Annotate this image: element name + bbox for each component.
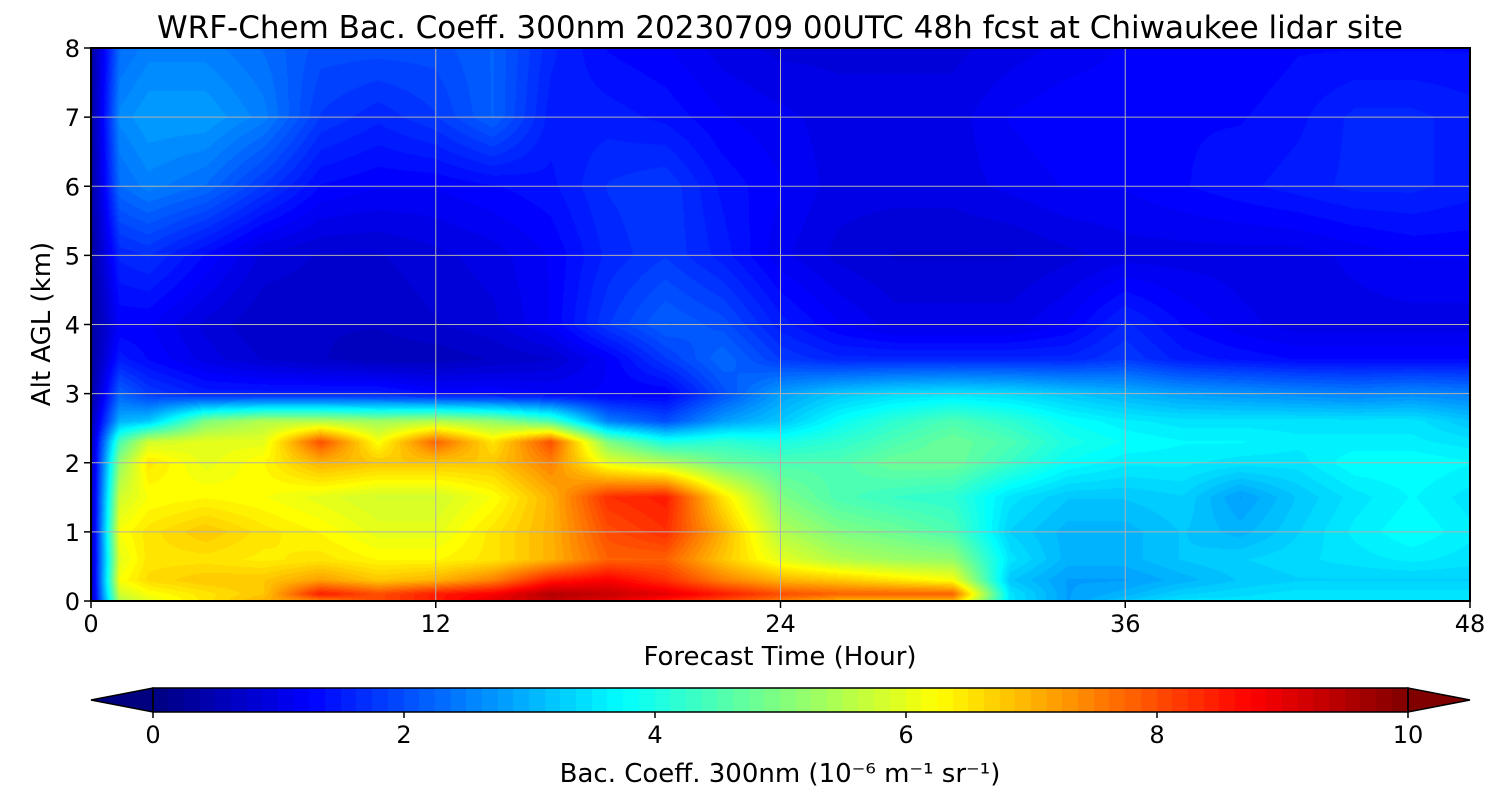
x-axis: 0 12 24 36 48 [83, 601, 1485, 638]
y-tick-label: 8 [65, 35, 80, 63]
colorbar-tick-label: 0 [145, 721, 160, 749]
colorbar-tick-label: 10 [1393, 721, 1424, 749]
y-tick-label: 0 [65, 588, 80, 616]
y-tick-label: 2 [65, 450, 80, 478]
x-tick-label: 36 [1110, 610, 1141, 638]
y-tick-label: 5 [65, 242, 80, 270]
y-tick-label: 4 [65, 312, 80, 340]
y-tick-label: 3 [65, 381, 80, 409]
colorbar-ticks: 0 2 4 6 8 10 [145, 712, 1423, 749]
x-tick-label: 12 [420, 610, 451, 638]
colorbar: 0 2 4 6 8 10 Bac. Coeff. 300nm (10⁻⁶ m⁻¹ sr⁻¹… [90, 687, 1471, 789]
y-tick-label: 7 [65, 104, 80, 132]
colorbar-tick-label: 8 [1149, 721, 1164, 749]
y-axis: 0 1 2 3 4 5 6 7 8 [65, 35, 91, 616]
plot-area [90, 47, 1471, 602]
colorbar-gradient [153, 688, 1408, 712]
y-tick-label: 6 [65, 173, 80, 201]
colorbar-label: Bac. Coeff. 300nm (10⁻⁶ m⁻¹ sr⁻¹) [560, 759, 1001, 789]
colorbar-tick-label: 2 [396, 721, 411, 749]
colorbar-extend-low [90, 687, 154, 713]
chart-title: WRF-Chem Bac. Coeff. 300nm 20230709 00UT… [157, 10, 1403, 46]
x-axis-title: Forecast Time (Hour) [643, 642, 916, 672]
colorbar-extend-high [1407, 687, 1471, 713]
colorbar-tick-label: 4 [647, 721, 662, 749]
grid-lines [91, 48, 1470, 601]
y-tick-label: 1 [65, 519, 80, 547]
x-tick-label: 0 [83, 610, 98, 638]
colorbar-frame [152, 687, 1409, 713]
x-tick-label: 48 [1455, 610, 1486, 638]
colorbar-tick-label: 6 [898, 721, 913, 749]
y-axis-title: Alt AGL (km) [27, 242, 57, 406]
x-tick-label: 24 [765, 610, 796, 638]
